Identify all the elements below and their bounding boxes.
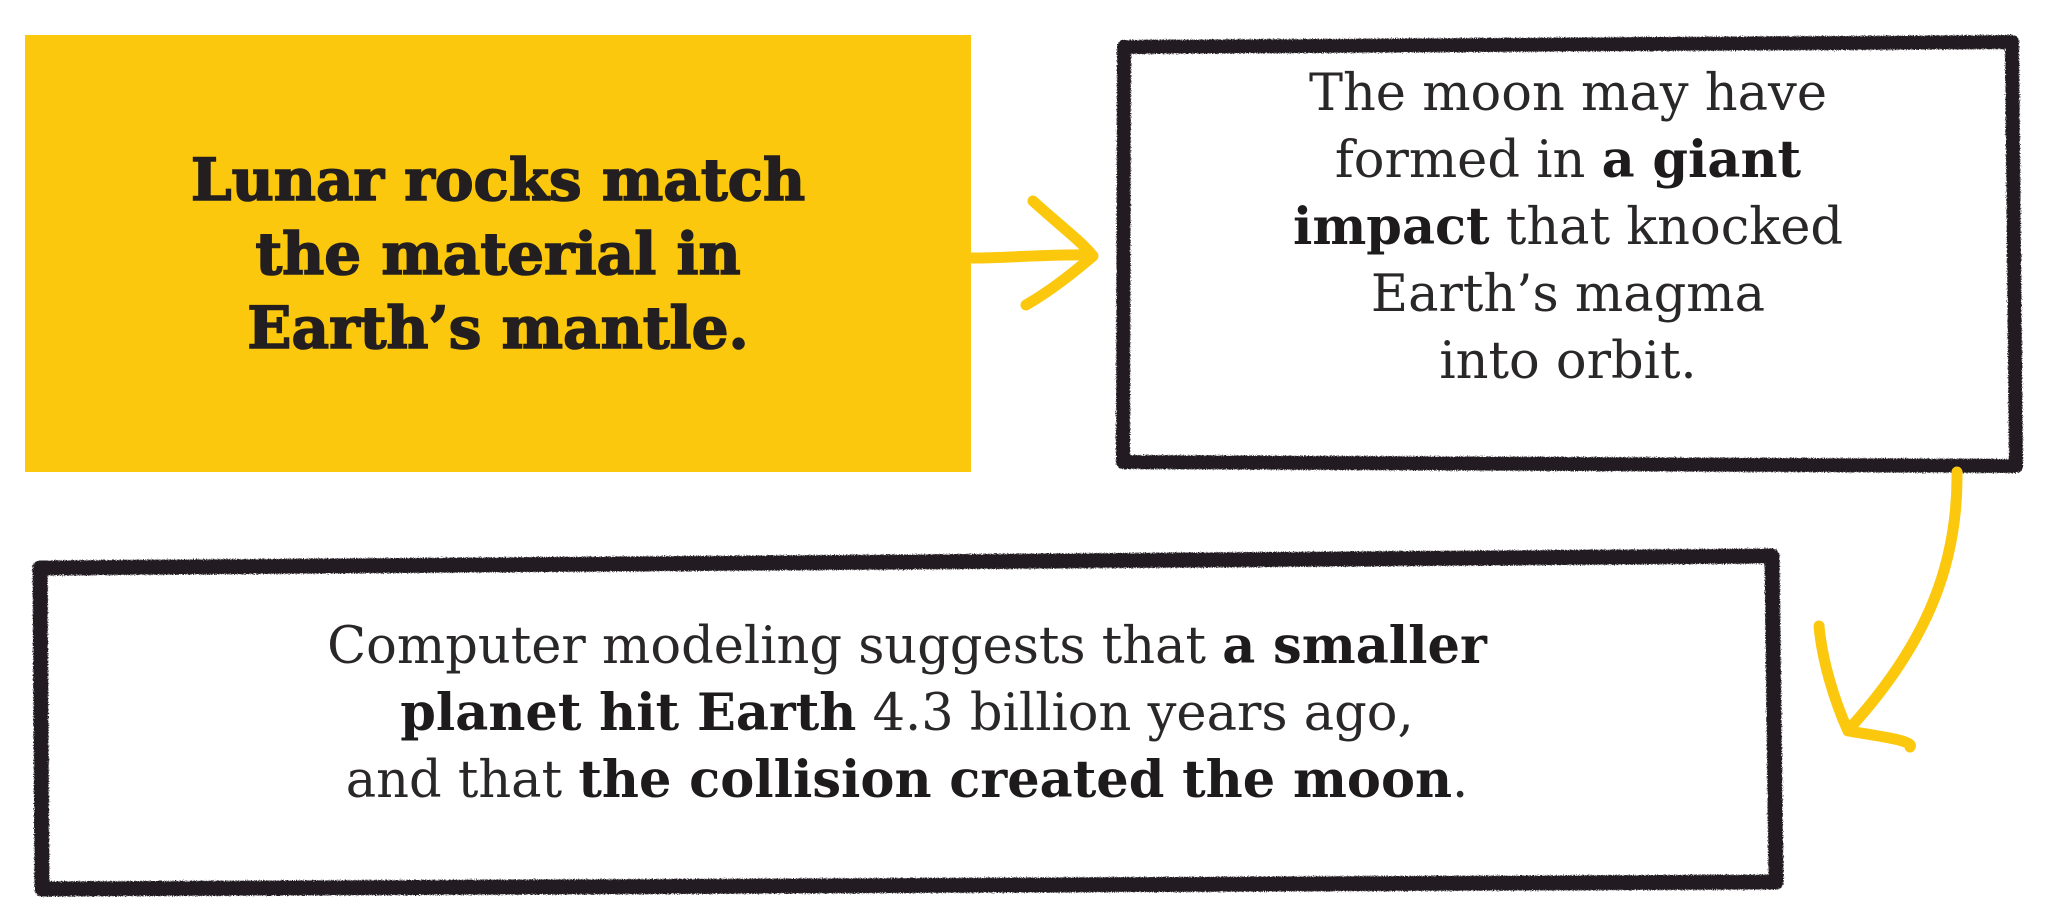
box-lunar-rocks-text: Lunar rocks match the material in Earth’… (108, 143, 888, 365)
arrow-box1-to-box2-head (1020, 195, 1099, 311)
box-computer-modeling-line-1b: a smaller (1222, 616, 1487, 676)
box-computer-modeling-line-2a: planet hit Earth (400, 683, 857, 743)
box-computer-modeling-line-3b: the collision created the moon (578, 750, 1453, 810)
box-giant-impact-line-1: The moon may have (1308, 63, 1828, 123)
box-computer-modeling: Computer modeling suggests that a smalle… (38, 563, 1776, 888)
box-giant-impact-text: The moon may have formed in a giant impa… (1198, 60, 1938, 395)
box-giant-impact-line-3a: impact (1292, 196, 1490, 257)
box-giant-impact-line-3b: that knocked (1489, 197, 1844, 257)
box-giant-impact-frame (1116, 35, 2023, 473)
box-giant-impact-line-2b: a giant (1601, 129, 1802, 190)
box-giant-impact-line-4: Earth’s magma (1370, 264, 1766, 324)
box-lunar-rocks: Lunar rocks match the material in Earth’… (25, 35, 971, 472)
box-computer-modeling-frame (32, 548, 1784, 897)
box-computer-modeling-line-2b: 4.3 billion years ago, (856, 684, 1414, 743)
box-giant-impact-line-2a: formed in (1334, 130, 1602, 190)
box-giant-impact: The moon may have formed in a giant impa… (1122, 45, 2014, 465)
arrow-box2-to-box3 (1813, 466, 1963, 753)
box-lunar-rocks-line-2: the material in (255, 219, 742, 289)
box-computer-modeling-line-3a: and that (345, 751, 579, 810)
arrow-box1-to-box2 (966, 195, 1099, 311)
box-computer-modeling-line-1a: Computer modeling suggests that (327, 617, 1223, 676)
arrow-box2-to-box3-shaft (1844, 466, 1963, 734)
arrow-box1-to-box2-shaft (966, 249, 1094, 264)
box-lunar-rocks-line-1: Lunar rocks match (190, 145, 806, 215)
box-giant-impact-line-5: into orbit. (1439, 331, 1697, 391)
box-computer-modeling-line-3c: . (1452, 751, 1469, 810)
box-computer-modeling-text: Computer modeling suggests that a smalle… (207, 613, 1607, 814)
arrow-box2-to-box3-head (1813, 620, 1916, 753)
box-lunar-rocks-line-3: Earth’s mantle. (246, 293, 749, 363)
